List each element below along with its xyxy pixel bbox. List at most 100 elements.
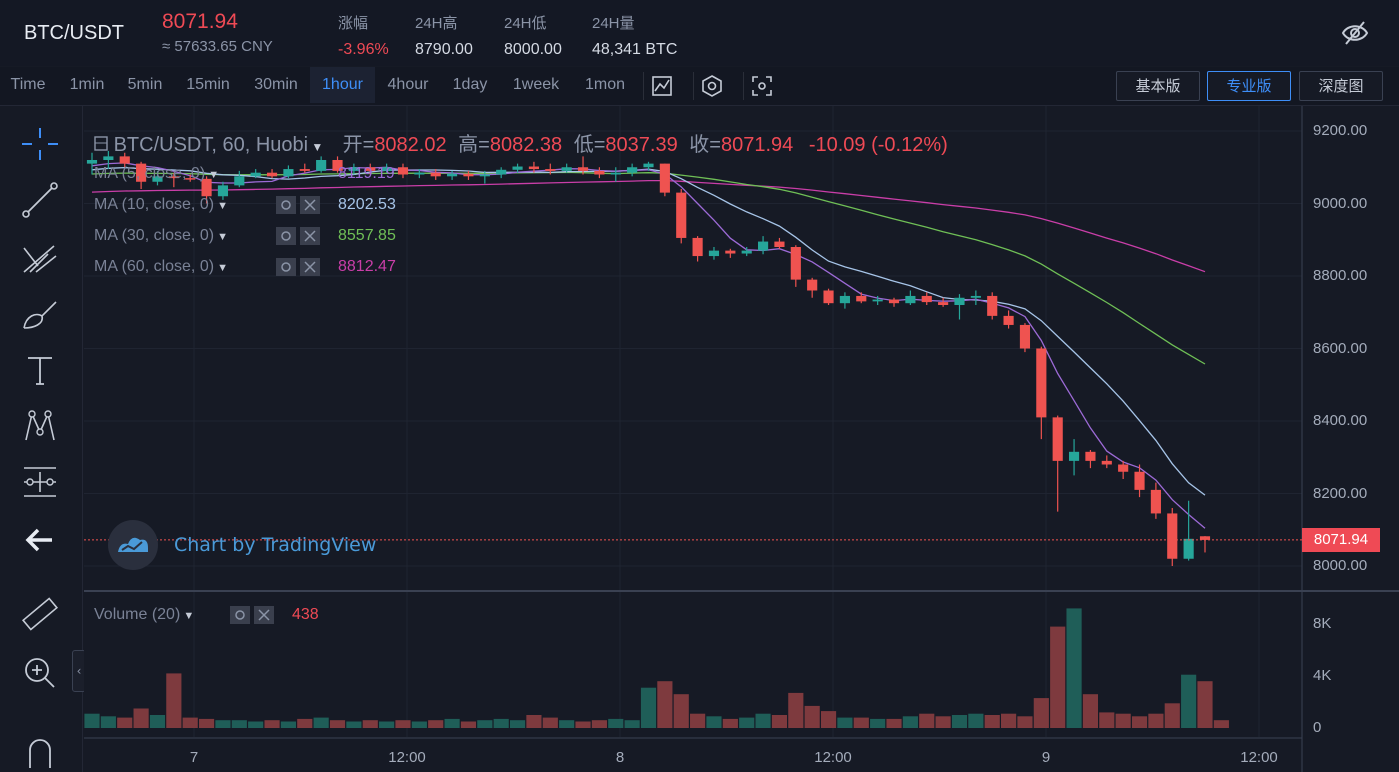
volume-bar <box>346 721 362 728</box>
candle-down <box>119 156 130 164</box>
open-label: 开= <box>342 134 375 156</box>
indicator-controls[interactable] <box>276 258 324 276</box>
volume-bar <box>100 716 116 728</box>
volume-bar <box>264 720 280 728</box>
candle-down <box>266 172 278 177</box>
text-tool-icon[interactable] <box>18 350 62 390</box>
back-arrow-icon[interactable] <box>18 520 62 560</box>
dropdown-icon[interactable]: ▼ <box>308 140 327 154</box>
price-axis-label: 8000.00 <box>1313 557 1368 574</box>
screenshot-icon[interactable] <box>743 72 780 100</box>
measure-icon[interactable] <box>18 462 62 502</box>
last-price-tag: 8071.94 <box>1302 527 1380 552</box>
ma-30-legend: MA (30, close, 0) ▼ 8557.85 <box>94 227 396 245</box>
timeframe-time[interactable]: Time <box>10 76 46 93</box>
change-value: -10.09 (-0.12%) <box>808 134 948 156</box>
dropdown-icon[interactable]: ▼ <box>180 610 195 622</box>
zoom-in-icon[interactable] <box>18 652 62 692</box>
price-axis-label: 8800.00 <box>1313 267 1368 284</box>
candle-down <box>299 169 310 171</box>
volume-legend: Volume (20) ▼ 438 <box>94 606 319 624</box>
dropdown-icon[interactable]: ▼ <box>214 231 228 243</box>
magnet-icon[interactable] <box>18 732 62 772</box>
timeframe-15min[interactable]: 15min <box>186 76 230 93</box>
stat-label: 涨幅 <box>338 15 369 32</box>
candle-down <box>1167 513 1178 559</box>
dropdown-icon[interactable]: ▼ <box>214 200 228 212</box>
timeframe-1hour[interactable]: 1hour <box>310 67 375 103</box>
timeframe-1day[interactable]: 1day <box>452 76 488 93</box>
ma-60-legend: MA (60, close, 0) ▼ 8812.47 <box>94 258 396 276</box>
volume-bar <box>198 718 215 728</box>
eye-off-icon[interactable] <box>1340 18 1370 48</box>
volume-bar <box>722 718 738 728</box>
volume-bar <box>935 716 951 728</box>
dropdown-icon[interactable]: ▼ <box>214 262 228 274</box>
settings-icon[interactable] <box>693 72 730 100</box>
open-value: 8082.02 <box>374 134 447 156</box>
indicator-controls[interactable] <box>276 227 324 245</box>
timeframe-4hour[interactable]: 4hour <box>387 76 429 93</box>
candle-up <box>496 169 507 175</box>
ma-label[interactable]: MA (60, close, 0) <box>94 258 215 275</box>
candle-down <box>430 172 441 177</box>
brush-icon[interactable] <box>18 294 62 334</box>
volume-bar <box>804 705 820 728</box>
version-basic-button[interactable]: 基本版 <box>1116 71 1200 101</box>
ma-60-line <box>91 179 1206 273</box>
volume-bar <box>706 716 722 728</box>
chart-style-icon[interactable] <box>643 72 680 100</box>
ruler-icon[interactable] <box>18 594 62 634</box>
volume-bar <box>1001 713 1017 728</box>
trend-line-icon[interactable] <box>18 180 62 220</box>
high-value: 8082.38 <box>489 134 563 156</box>
volume-bar <box>1213 720 1229 728</box>
candle-down <box>1101 460 1112 465</box>
ma-5-legend: MA (5, close, 0) ▼ 8119.19 <box>94 165 395 183</box>
volume-bar <box>1082 694 1099 728</box>
volume-bar <box>444 718 460 728</box>
volume-bar <box>428 720 444 728</box>
volume-bar <box>1181 674 1197 728</box>
ma-label[interactable]: MA (5, close, 0) <box>94 165 206 182</box>
indicator-controls[interactable] <box>276 196 324 214</box>
volume-bar <box>182 717 198 728</box>
indicator-controls[interactable] <box>230 606 278 624</box>
volume-bar <box>624 720 640 728</box>
timeframe-1min[interactable]: 1min <box>69 76 105 93</box>
timeframe-5min[interactable]: 5min <box>127 76 163 93</box>
pitchfork-icon[interactable] <box>18 236 62 276</box>
candle-up <box>708 250 720 257</box>
volume-label[interactable]: Volume (20) <box>94 606 181 623</box>
volume-bar <box>820 711 837 728</box>
candle-down <box>938 302 949 305</box>
candle-up <box>627 167 638 173</box>
candle-down <box>1199 536 1211 540</box>
ma-label[interactable]: MA (10, close, 0) <box>94 196 215 213</box>
version-pro-button[interactable]: 专业版 <box>1207 71 1291 101</box>
volume-bar <box>837 717 853 728</box>
dropdown-icon[interactable]: ▼ <box>205 169 220 181</box>
volume-bar <box>690 713 706 728</box>
timeframe-1mon[interactable]: 1mon <box>584 76 626 93</box>
candle-up <box>970 295 981 298</box>
timeframe-1week[interactable]: 1week <box>512 76 560 93</box>
series-icon <box>94 136 108 151</box>
timeframe-30min[interactable]: 30min <box>254 76 298 93</box>
candle-down <box>463 173 474 177</box>
drawing-toolbar <box>0 106 83 772</box>
volume-bar <box>84 713 100 728</box>
depth-chart-button[interactable]: 深度图 <box>1299 71 1383 101</box>
volume-bar <box>493 718 509 728</box>
symbol-label[interactable]: BTC/USDT, 60, Huobi <box>113 134 309 156</box>
ma-value: 8812.47 <box>338 258 396 275</box>
last-price: 8071.94 <box>162 10 238 33</box>
candle-up <box>86 160 98 164</box>
crosshair-icon[interactable] <box>18 124 62 164</box>
ma-label[interactable]: MA (30, close, 0) <box>94 227 215 244</box>
candle-up <box>217 185 229 197</box>
pattern-icon[interactable] <box>18 406 62 446</box>
ma-30-line <box>91 171 1206 365</box>
collapse-toolbar-button[interactable]: ‹ <box>72 650 86 692</box>
